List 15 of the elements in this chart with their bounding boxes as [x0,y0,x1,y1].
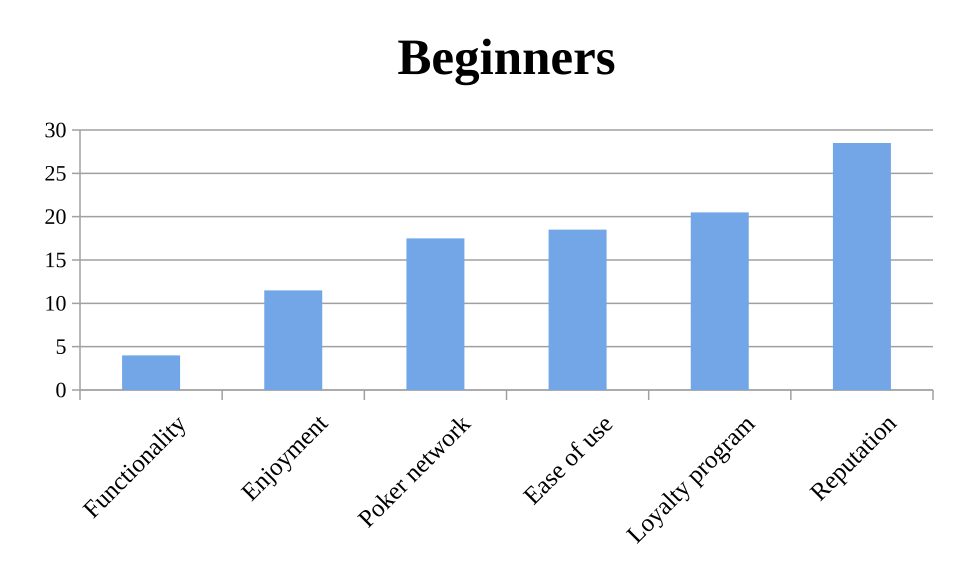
bar [832,143,891,390]
bar [122,355,180,390]
bar [264,290,322,390]
chart-title: Beginners [398,38,614,86]
x-tick-label: Ease of use [522,419,613,506]
y-tick-label: 30 [46,122,66,138]
y-tick-label: 0 [56,382,66,398]
y-tick-label: 20 [45,209,66,224]
y-tick-label: 15 [46,252,66,268]
bar [548,230,607,390]
y-tick-label: 25 [45,166,66,181]
y-tick-label: 10 [46,296,66,311]
y-tick-label: 5 [56,339,66,354]
bar [690,212,749,390]
bar [406,238,464,390]
